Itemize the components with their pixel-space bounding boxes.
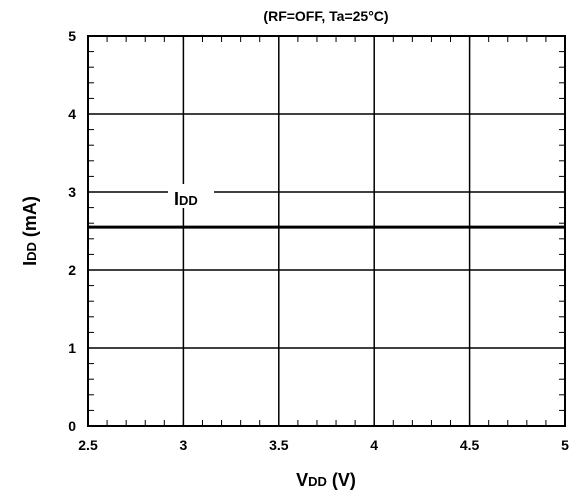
plot-background xyxy=(88,36,565,426)
y-tick-label: 4 xyxy=(68,106,76,122)
x-tick-label: 4.5 xyxy=(460,437,480,453)
x-tick-label: 4 xyxy=(370,437,378,453)
x-tick-label: 5 xyxy=(561,437,569,453)
y-tick-label: 1 xyxy=(68,340,76,356)
x-tick-label: 2.5 xyxy=(78,437,98,453)
x-axis-label-unit: (V) xyxy=(327,470,356,490)
y-axis-label-sub: DD xyxy=(24,242,39,261)
x-axis-label: VDD (V) xyxy=(296,470,356,490)
y-axis-label: IDD (mA) xyxy=(20,196,40,266)
y-tick-labels: 0 1 2 3 4 5 xyxy=(68,28,76,434)
y-axis-label-unit: (mA) xyxy=(20,196,40,242)
y-tick-label: 0 xyxy=(68,418,76,434)
y-tick-label: 3 xyxy=(68,184,76,200)
chart-title: (RF=OFF, Ta=25°C) xyxy=(263,8,388,24)
y-tick-label: 2 xyxy=(68,262,76,278)
x-axis-label-main: V xyxy=(296,470,308,490)
plot-frame xyxy=(87,35,566,427)
x-tick-label: 3 xyxy=(180,437,188,453)
series-label-text: IDD xyxy=(174,189,198,209)
y-tick-label: 5 xyxy=(68,28,76,44)
series-label-background xyxy=(168,184,214,208)
x-tick-label: 3.5 xyxy=(269,437,289,453)
x-axis-label-sub: DD xyxy=(308,474,327,489)
x-tick-labels: 2.5 3 3.5 4 4.5 5 xyxy=(78,437,569,453)
series-label: IDD xyxy=(168,184,214,209)
series-label-main: I xyxy=(174,189,179,209)
y-axis-label-main: I xyxy=(20,261,40,266)
series-label-sub: DD xyxy=(179,193,198,208)
grid xyxy=(88,36,565,426)
